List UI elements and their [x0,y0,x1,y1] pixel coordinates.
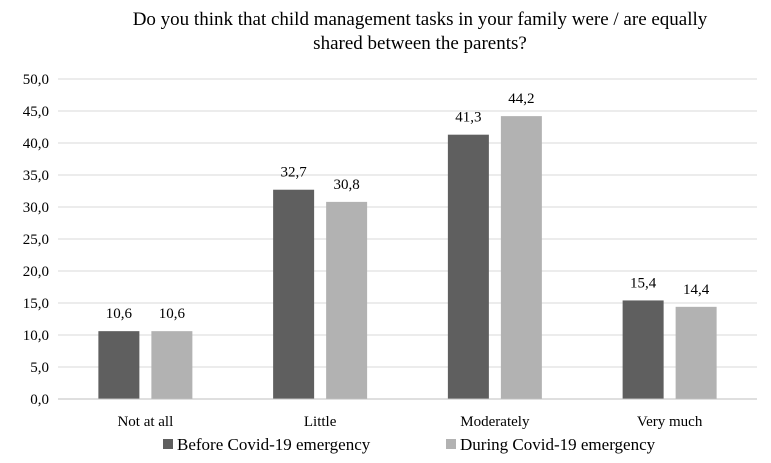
chart-title-line-1: Do you think that child management tasks… [133,9,708,30]
y-tick-label: 50,0 [23,72,49,88]
y-tick-label: 30,0 [23,200,49,216]
chart-title-line-2: shared between the parents? [313,33,527,54]
data-label: 44,2 [508,91,534,107]
bar-during-1 [326,201,368,399]
data-labels: 10,6 10,6 32,7 30,8 41,3 44,2 15,4 14,4 [106,91,710,322]
x-category-label: Moderately [460,414,530,430]
bar-before-0 [98,331,140,399]
y-tick-label: 0,0 [30,392,49,408]
data-label: 10,6 [159,306,186,322]
y-tick-label: 5,0 [30,360,49,376]
x-axis-category-labels: Not at all Little Moderately Very much [117,414,702,430]
bar-during-2 [500,116,542,400]
data-label: 15,4 [630,275,657,291]
y-tick-label: 10,0 [23,328,49,344]
bar-during-3 [675,306,717,399]
y-tick-label: 35,0 [23,168,49,184]
legend-swatch-during [446,439,456,449]
legend: Before Covid-19 emergency During Covid-19… [163,435,656,454]
bars [98,116,717,400]
bar-before-1 [273,189,315,399]
x-category-label: Not at all [117,414,173,430]
bar-during-0 [151,331,193,399]
y-tick-label: 15,0 [23,296,49,312]
chart-title: Do you think that child management tasks… [133,9,708,54]
data-label: 30,8 [334,177,360,193]
data-label: 41,3 [455,110,481,126]
y-tick-label: 40,0 [23,136,49,152]
data-label: 14,4 [683,282,710,298]
y-axis-tick-labels: 0,0 5,0 10,0 15,0 20,0 25,0 30,0 35,0 40,0 45,0 50… [23,72,49,408]
y-tick-label: 45,0 [23,104,49,120]
data-label: 32,7 [281,165,308,181]
legend-swatch-before [163,439,173,449]
y-tick-label: 25,0 [23,232,49,248]
legend-label-before: Before Covid-19 emergency [177,435,371,454]
bar-before-3 [622,300,664,399]
bar-before-2 [447,134,489,399]
x-category-label: Very much [637,414,703,430]
legend-label-during: During Covid-19 emergency [460,435,656,454]
y-tick-label: 20,0 [23,264,49,280]
data-label: 10,6 [106,306,133,322]
x-category-label: Little [304,414,337,430]
